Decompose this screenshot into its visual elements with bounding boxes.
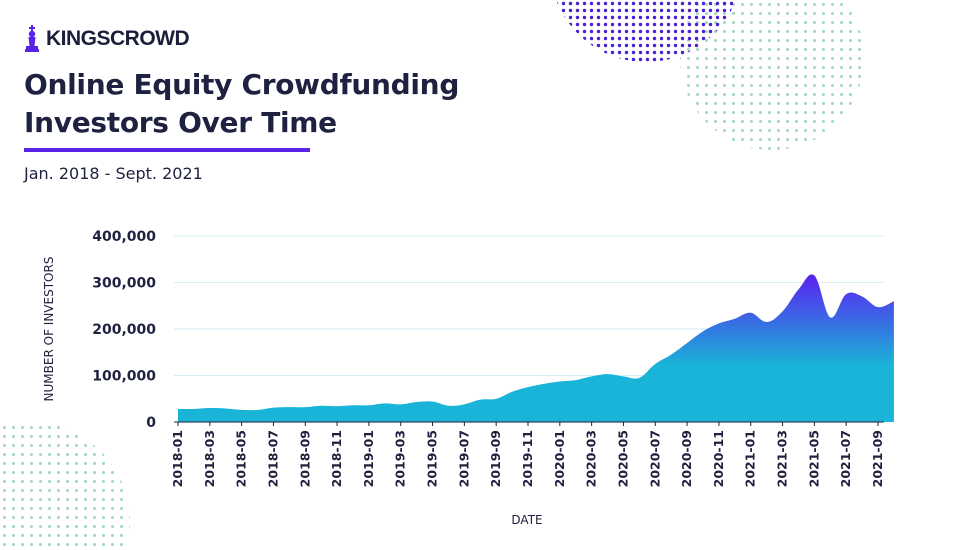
y-tick-label: 100,000 [92,369,156,385]
y-axis-label: NUMBER OF INVESTORS [42,257,56,402]
x-tick-label: 2019-09 [488,430,503,487]
y-tick-label: 0 [146,415,156,431]
x-tick-label: 2019-07 [456,430,471,487]
investors-area-series [178,274,894,422]
x-tick-label: 2021-03 [775,430,790,487]
page-title: Online Equity Crowdfunding Investors Ove… [24,68,460,139]
y-axis-ticks: 0 100,000 200,000 300,000 400,000 [92,229,156,431]
x-tick-label: 2018-01 [170,430,185,487]
x-tick-label: 2020-11 [711,430,726,487]
x-tick-label: 2019-03 [393,430,408,487]
y-tick-label: 300,000 [92,276,156,292]
brand-name: KINGSCROWD [46,27,190,50]
x-tick-label: 2020-05 [615,430,630,487]
x-tick-label: 2018-07 [265,430,280,487]
x-tick-label: 2020-03 [584,430,599,487]
date-range-subtitle: Jan. 2018 - Sept. 2021 [24,164,203,183]
x-tick-label: 2021-07 [838,430,853,487]
x-tick-label: 2021-01 [743,430,758,487]
x-tick-label: 2020-07 [647,430,662,487]
x-tick-label: 2018-09 [297,430,312,487]
x-tick-label: 2020-09 [679,430,694,487]
x-tick-label: 2019-11 [520,430,535,487]
brand-logo: KINGSCROWD [24,24,190,54]
chess-king-icon [25,25,39,52]
x-tick-label: 2019-01 [361,430,376,487]
x-tick-label: 2021-09 [870,430,885,487]
x-tick-label: 2018-05 [234,430,249,487]
y-tick-label: 200,000 [92,322,156,338]
x-tick-label: 2021-05 [806,430,821,487]
x-tick-label: 2020-01 [552,430,567,487]
x-tick-label: 2018-03 [202,430,217,487]
title-underline [24,148,310,152]
x-axis-ticks: 2018-01 2018-03 2018-05 2018-07 2018-09 2018-… [170,421,885,487]
x-tick-label: 2018-11 [329,430,344,487]
y-tick-label: 400,000 [92,229,156,245]
x-axis-label: DATE [511,513,542,527]
x-tick-label: 2019-05 [425,430,440,487]
